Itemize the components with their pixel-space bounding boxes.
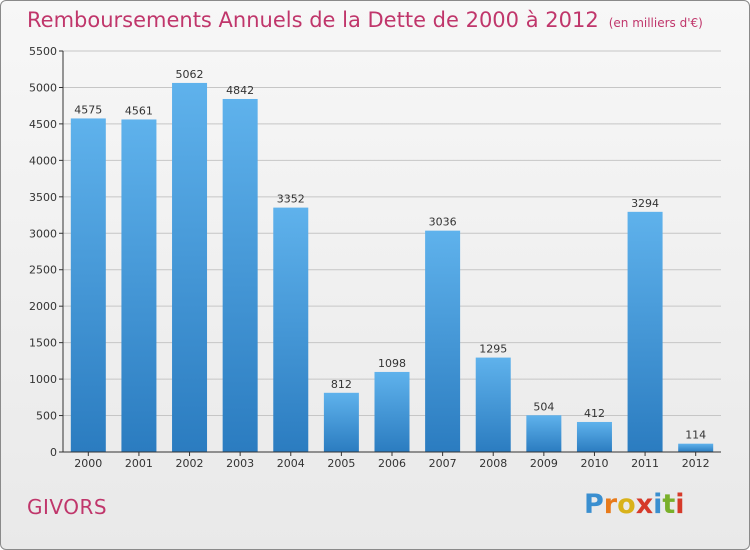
bar-value-label: 1295 (479, 343, 507, 356)
bar (678, 443, 714, 452)
y-tick-label: 1000 (29, 373, 57, 386)
place-name: GIVORS (27, 495, 108, 519)
bar-value-label: 114 (685, 429, 706, 442)
bar-value-label: 5062 (176, 68, 204, 81)
bar (121, 119, 157, 452)
brand-letter: r (603, 489, 618, 520)
x-tick-label: 2001 (125, 457, 153, 470)
brand-letter: o (617, 489, 636, 520)
x-tick-label: 2004 (277, 457, 305, 470)
bar-value-label: 3036 (429, 216, 457, 229)
chart-subtitle: (en milliers d'€) (608, 16, 703, 30)
bar (70, 118, 106, 452)
bar-value-label: 504 (533, 400, 554, 413)
chart-title: Remboursements Annuels de la Dette de 20… (27, 8, 703, 32)
y-tick-label: 3000 (29, 227, 57, 240)
y-tick-label: 5500 (29, 45, 57, 58)
bar (323, 392, 359, 452)
bar-value-label: 4575 (74, 103, 102, 116)
y-tick-label: 3500 (29, 191, 57, 204)
bar (222, 98, 258, 452)
brand-letter: x (635, 489, 654, 520)
bar-value-label: 412 (584, 407, 605, 420)
x-tick-label: 2007 (429, 457, 457, 470)
x-tick-label: 2010 (580, 457, 608, 470)
bar-value-label: 4842 (226, 84, 254, 97)
x-tick-label: 2003 (226, 457, 254, 470)
x-tick-label: 2008 (479, 457, 507, 470)
axis-layer: 0 500 1000 1500 2000 2500 3000 3500 4000 4500 5000… (29, 45, 721, 470)
brand-letter: i (653, 489, 663, 520)
bar (425, 230, 461, 452)
bar (475, 357, 511, 452)
y-tick-label: 2000 (29, 300, 57, 313)
bar (526, 415, 562, 452)
y-tick-label: 4500 (29, 118, 57, 131)
bar (172, 82, 208, 453)
x-tick-label: 2000 (74, 457, 102, 470)
bar-value-label: 3352 (277, 193, 305, 206)
bar (576, 421, 612, 452)
bar-value-label: 4561 (125, 104, 153, 117)
y-tick-label: 4000 (29, 154, 57, 167)
bar-value-label: 1098 (378, 357, 406, 370)
x-tick-label: 2011 (631, 457, 659, 470)
bar-layer (70, 82, 714, 453)
bar (273, 207, 309, 452)
x-tick-label: 2006 (378, 457, 406, 470)
x-tick-label: 2012 (682, 457, 710, 470)
x-tick-label: 2005 (327, 457, 355, 470)
bar (374, 371, 410, 452)
x-tick-label: 2002 (176, 457, 204, 470)
brand-letter: t (662, 489, 676, 520)
y-tick-label: 1500 (29, 337, 57, 350)
y-tick-label: 2500 (29, 264, 57, 277)
brand-letter: P (584, 489, 604, 520)
y-tick-label: 500 (36, 410, 57, 423)
y-tick-label: 0 (50, 446, 57, 459)
bar-value-label: 3294 (631, 197, 659, 210)
bar-value-label: 812 (331, 378, 352, 391)
brand-letter: i (675, 489, 685, 520)
label-layer: 4575 4561 5062 4842 3352 812 1098 3036 1295 504 41… (74, 68, 706, 442)
x-tick-label: 2009 (530, 457, 558, 470)
proxiti-logo: Proxiti (584, 489, 685, 520)
y-tick-label: 5000 (29, 81, 57, 94)
chart-title-text: Remboursements Annuels de la Dette de 20… (27, 8, 599, 32)
bar (627, 211, 663, 452)
